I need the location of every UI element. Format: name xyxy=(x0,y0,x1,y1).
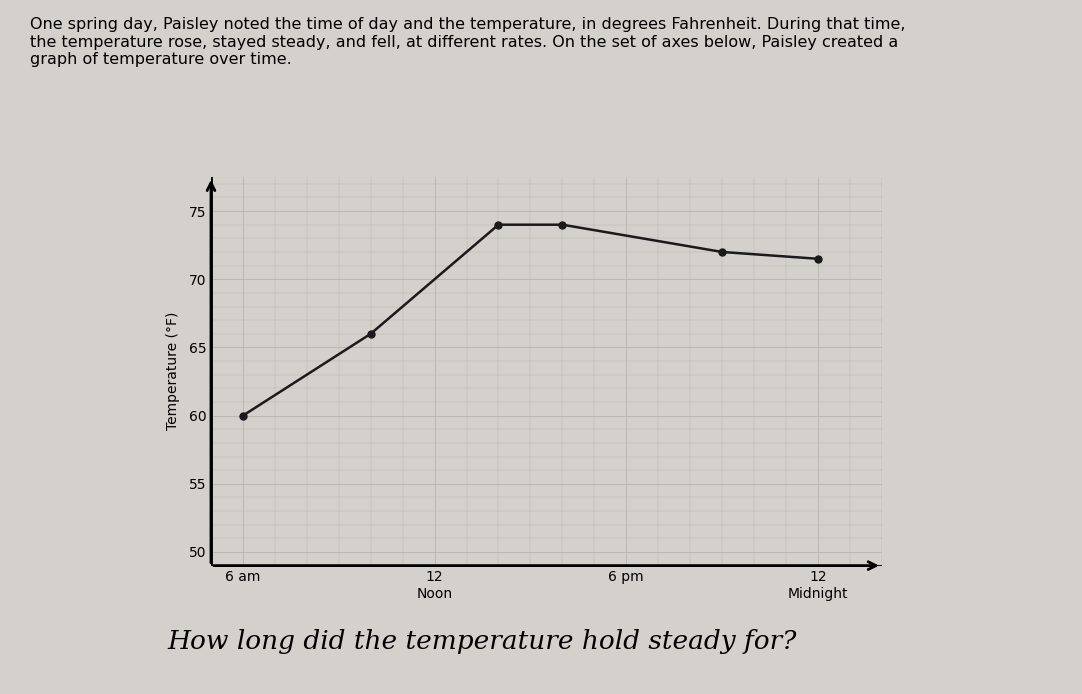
Y-axis label: Temperature (°F): Temperature (°F) xyxy=(167,312,181,430)
Text: How long did the temperature hold steady for?: How long did the temperature hold steady… xyxy=(168,629,797,654)
Text: One spring day, Paisley noted the time of day and the temperature, in degrees Fa: One spring day, Paisley noted the time o… xyxy=(30,17,906,67)
